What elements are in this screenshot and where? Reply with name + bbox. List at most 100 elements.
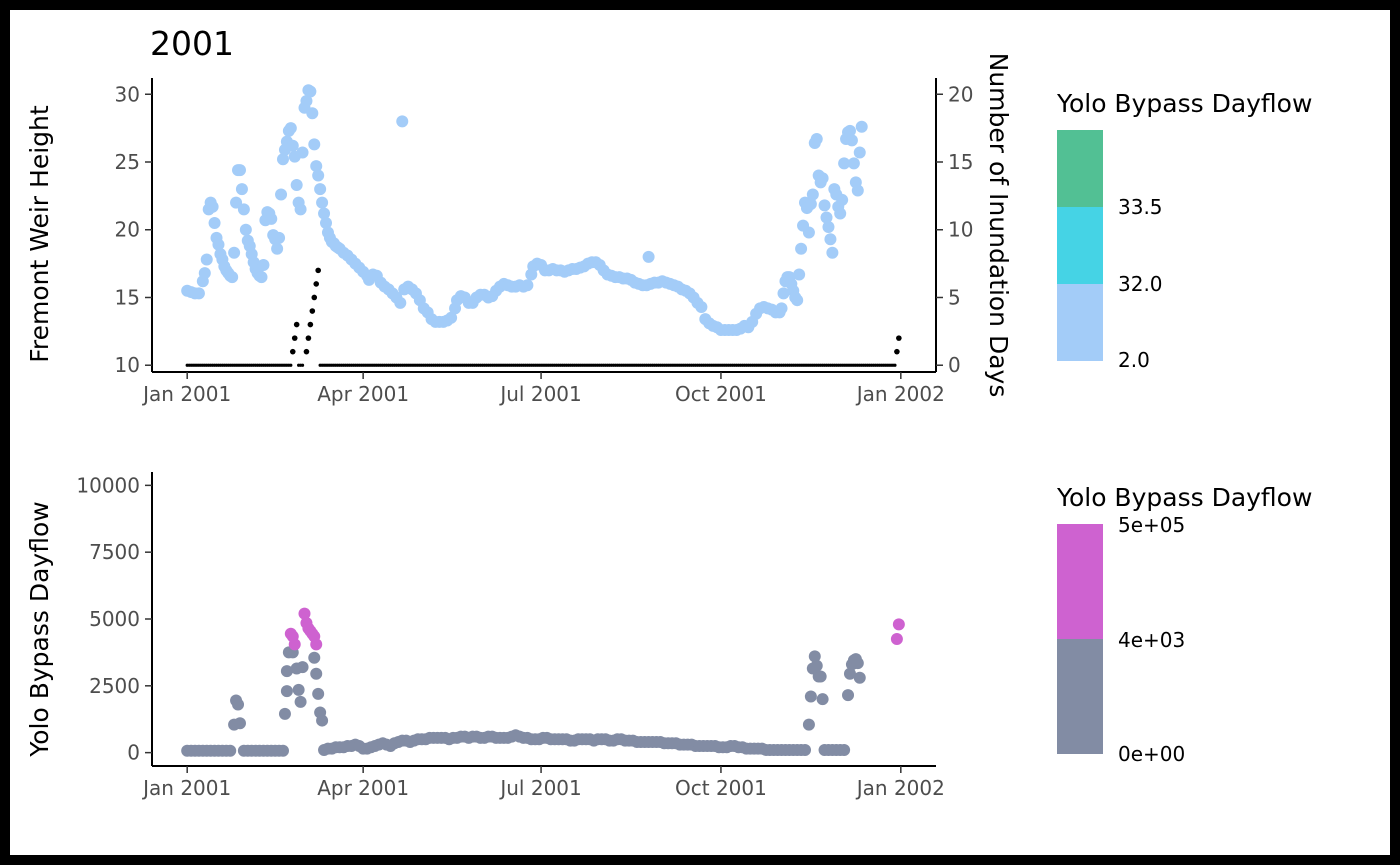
top-inundation-point [313, 281, 320, 287]
legend-top-label: 2.0 [1118, 348, 1150, 372]
figure: 2001 Fremont Weir Height Number of Inund… [10, 10, 1390, 855]
legend-bottom-color-block [1057, 639, 1103, 754]
top-data-point [192, 287, 205, 300]
top-x-tick-label: Jan 2001 [141, 382, 231, 406]
bottom-data-point [838, 743, 851, 756]
bottom-data-point [851, 657, 864, 670]
top-inundation-point [307, 321, 314, 328]
top-data-point [824, 233, 837, 246]
legend-bottom-label: 0e+00 [1118, 742, 1185, 766]
top-inundation-point [893, 363, 897, 367]
top-inundation-point [896, 335, 902, 341]
bottom-data-point [233, 717, 246, 730]
top-data-point [802, 226, 815, 239]
top-data-point [822, 221, 835, 234]
top-data-point [834, 207, 847, 220]
top-y-tick-label: 25 [115, 150, 140, 174]
top-x-tick-label: Oct 2001 [675, 382, 767, 406]
top-inundation-point [303, 348, 310, 355]
top-data-point [853, 146, 866, 159]
top-data-point [239, 223, 252, 236]
top-data-point [255, 271, 268, 284]
top-x-tick-label: Apr 2001 [317, 382, 409, 406]
top-data-point [312, 169, 325, 182]
bottom-data-point [294, 695, 307, 708]
top-data-point [273, 231, 286, 244]
top-data-point [806, 188, 819, 201]
bottom-x-tick-label: Jan 2001 [141, 776, 231, 800]
bottom-x-tick-label: Jan 2002 [855, 776, 945, 800]
legend-bottom: 5e+05 4e+03 0e+00 [1057, 513, 1185, 766]
bottom-data-point [843, 667, 856, 680]
top-data-point [777, 287, 790, 300]
top-data-point [836, 193, 849, 206]
top-data-point [226, 271, 239, 284]
bottom-data-point [278, 707, 291, 720]
legend-title-top: Yolo Bypass Dayflow [1056, 89, 1312, 118]
bottom-data-point [280, 665, 293, 678]
top-data-point [838, 157, 851, 170]
bottom-data-point [316, 714, 329, 727]
top-data-point [793, 268, 806, 281]
top-y-tick-label: 30 [115, 82, 140, 106]
top-data-point [276, 153, 289, 166]
bottom-data-point [288, 638, 301, 651]
top-data-point [791, 294, 804, 307]
top-panel: 10 15 20 25 30 0 5 10 15 20 Jan 2001 Apr 2001 Jul 20… [115, 78, 973, 406]
bottom-data-point [814, 670, 827, 683]
top-inundation-point [311, 294, 318, 301]
bottom-data-point [810, 659, 823, 672]
legend-top: 33.5 32.0 2.0 [1057, 130, 1163, 372]
top-data-point [284, 122, 297, 135]
top-inundation-point [289, 348, 296, 355]
top-data-point [257, 258, 270, 271]
bottom-y-tick-label: 5000 [89, 607, 140, 631]
bottom-data-point [892, 618, 905, 631]
top-inundation-point [300, 363, 305, 367]
top-inundation-point [305, 335, 312, 341]
bottom-y-tick-label: 0 [127, 741, 140, 765]
bottom-data-point [799, 743, 812, 756]
top-data-point [314, 183, 327, 196]
top-data-point [271, 242, 284, 255]
top-data-point [816, 172, 829, 185]
top-inundation-point [315, 267, 321, 274]
bottom-y-tick-label: 10000 [76, 473, 140, 497]
legend-top-color-block [1057, 284, 1103, 361]
top-data-point [695, 300, 708, 313]
top-data-point [296, 146, 309, 159]
legend-top-label: 33.5 [1118, 195, 1163, 219]
top-data-point [286, 139, 299, 152]
top-inundation-point [894, 348, 900, 355]
top-data-point [795, 242, 808, 255]
bottom-data-point [310, 638, 323, 651]
top-data-point [310, 160, 323, 173]
top-y2-tick-label: 5 [948, 285, 961, 309]
top-x-tick-label: Jan 2002 [855, 382, 945, 406]
bottom-data-point [292, 683, 305, 696]
bottom-data-point [298, 607, 311, 620]
top-data-point [208, 216, 221, 229]
top-data-point [237, 203, 250, 216]
top-y2-tick-label: 20 [948, 82, 973, 106]
top-data-point [318, 207, 331, 220]
top-inundation-point [293, 321, 300, 328]
bottom-y-tick-label: 2500 [89, 674, 140, 698]
bottom-data-point [280, 685, 293, 698]
chart-canvas: 2001 Fremont Weir Height Number of Inund… [25, 24, 1312, 800]
legend-top-color-block [1057, 130, 1103, 207]
top-y-tick-label: 15 [115, 285, 140, 309]
top-data-point [396, 115, 409, 128]
y2-axis-title-top: Number of Inundation Days [984, 53, 1013, 398]
legend-bottom-label: 5e+05 [1118, 513, 1185, 537]
top-inundation-point [289, 363, 293, 367]
top-y2-tick-label: 10 [948, 218, 973, 242]
legend-bottom-color-block [1057, 524, 1103, 639]
top-data-point [233, 164, 246, 177]
top-data-point [394, 296, 407, 309]
top-data-point [198, 267, 211, 280]
bottom-x-tick-label: Jul 2001 [498, 776, 581, 800]
top-data-point [445, 311, 458, 324]
top-data-point [820, 211, 833, 224]
top-data-point [290, 179, 303, 192]
